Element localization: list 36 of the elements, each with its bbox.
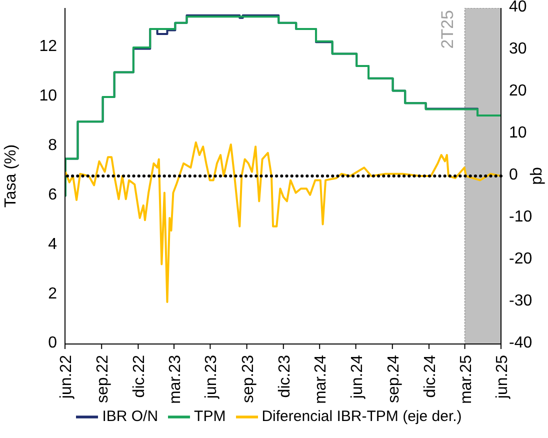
y-tick-label: 4 <box>48 236 58 253</box>
x-tick-label: jun.24 <box>348 354 366 400</box>
y2-tick-label: 10 <box>509 124 527 142</box>
y-tick-label: 6 <box>48 186 58 204</box>
x-tick-label: dic.22 <box>131 354 148 398</box>
y2-tick-label: 40 <box>509 0 527 16</box>
y-tick-label: 12 <box>39 38 58 56</box>
x-tick-label: jun.22 <box>58 354 75 400</box>
y2-tick-label: 20 <box>509 82 527 100</box>
y2-tick-label: 30 <box>509 40 527 58</box>
x-tick-label: dic.24 <box>422 354 439 398</box>
x-tick-label: mar.25 <box>458 354 475 404</box>
y2-tick-label: -30 <box>509 292 532 310</box>
y2-axis-title: pb <box>528 167 546 185</box>
x-tick-label: jun.23 <box>203 354 220 400</box>
annotation: 2T25 <box>438 10 457 49</box>
y-axis-title: Tasa (%) <box>2 144 20 208</box>
x-tick-label: sep.24 <box>385 354 402 404</box>
legend-label: TPM <box>194 408 226 425</box>
y-tick-label: 8 <box>48 137 58 154</box>
y2-tick-label: -40 <box>509 334 532 352</box>
legend-label: Diferencial IBR-TPM (eje der.) <box>262 408 462 425</box>
y2-tick-label: -20 <box>509 250 532 268</box>
x-tick-label: sep.22 <box>94 354 112 404</box>
x-tick-label: jun.25 <box>494 354 511 400</box>
y2-tick-label: -10 <box>509 208 532 226</box>
line-series <box>65 141 501 303</box>
x-tick-label: mar.23 <box>167 354 184 404</box>
y2-tick-label: 0 <box>509 166 518 184</box>
legend-label: IBR O/N <box>102 408 158 425</box>
x-tick-label: mar.24 <box>312 354 330 404</box>
y-tick-label: 0 <box>48 334 58 352</box>
x-tick-label: sep.23 <box>240 354 257 404</box>
y-tick-label: 2 <box>48 285 58 302</box>
y-tick-label: 10 <box>39 88 58 105</box>
x-tick-label: dic.23 <box>276 354 294 398</box>
